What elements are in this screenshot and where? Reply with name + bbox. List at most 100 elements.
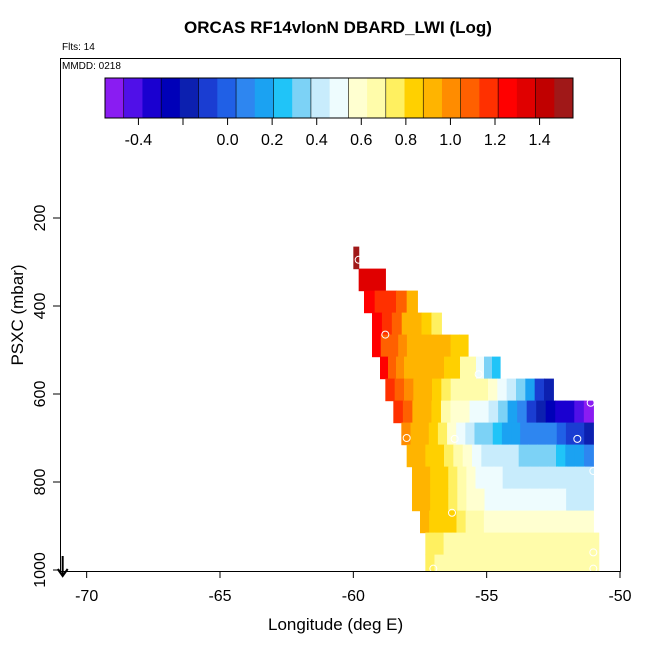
heatmap-cell [475, 466, 486, 490]
heatmap-cell [385, 378, 396, 402]
heatmap-cell [529, 488, 540, 512]
heatmap-cell [450, 378, 461, 402]
heatmap-cell [425, 444, 436, 468]
plot-frame [60, 58, 621, 572]
heatmap-cell [410, 422, 421, 446]
heatmap-cell [492, 422, 503, 446]
heatmap-cell [565, 510, 576, 534]
colorbar-swatch [516, 78, 536, 118]
y-axis-label: PSXC (mbar) [8, 264, 27, 366]
heatmap-cell [525, 378, 536, 402]
heatmap-cell [546, 444, 557, 468]
y-tick-label: 600 [32, 381, 49, 408]
heatmap-cell [450, 400, 461, 424]
heatmap-cell [396, 356, 405, 380]
heatmap-cell [498, 554, 509, 572]
heatmap-cell [465, 422, 476, 446]
heatmap-cell [547, 510, 558, 534]
colorbar-swatch [217, 78, 237, 118]
heatmap-cell [424, 334, 434, 358]
colorbar-swatch [273, 78, 293, 118]
colorbar-swatch [479, 78, 499, 118]
heatmap-cell [490, 444, 501, 468]
heatmap-cell [433, 334, 443, 358]
heatmap-cell [428, 422, 439, 446]
heatmap-cell [584, 510, 594, 534]
heatmap-cell [452, 356, 461, 380]
heatmap-cell [404, 378, 414, 402]
heatmap-cell [452, 554, 463, 572]
colorbar-swatch [142, 78, 162, 118]
heatmap-cell [506, 378, 517, 402]
heatmap-cell [441, 334, 452, 358]
heatmap-cell [543, 554, 554, 572]
heatmap-cell [474, 510, 485, 534]
heatmap-cell [548, 466, 558, 490]
heatmap-cell [460, 378, 470, 402]
heatmap-cell [498, 532, 509, 556]
heatmap-cell [538, 466, 549, 490]
heatmap-cell [447, 510, 458, 534]
colorbar-swatch [367, 78, 387, 118]
heatmap-cell [480, 532, 490, 556]
heatmap-cell [557, 466, 567, 490]
x-tick-label: -70 [75, 588, 98, 605]
heatmap-cell [534, 554, 545, 572]
heatmap-cell [416, 444, 426, 468]
heatmap-cell [589, 554, 600, 572]
x-tick-label: -65 [208, 588, 231, 605]
colorbar-swatch [404, 78, 424, 118]
heatmap-cell [580, 532, 591, 556]
heatmap-cell [457, 488, 467, 512]
y-tick-label: 400 [32, 293, 49, 320]
colorbar-swatch [198, 78, 218, 118]
heatmap-cell [555, 400, 566, 424]
heatmap-cell [557, 488, 567, 512]
heatmap-cell [396, 290, 408, 314]
heatmap-cell [543, 532, 554, 556]
colorbar-swatch [554, 78, 574, 118]
heatmap-cell [394, 378, 405, 402]
colorbar-swatch [161, 78, 181, 118]
heatmap-cell [425, 532, 436, 556]
heatmap-cell [401, 312, 413, 336]
heatmap-cell [412, 466, 422, 490]
heatmap-cell [489, 554, 499, 572]
heatmap-cell [406, 290, 418, 314]
heatmap-cell [391, 312, 403, 336]
heatmap-cell [484, 356, 493, 380]
heatmap-cell [537, 444, 548, 468]
heatmap-cell [456, 510, 467, 534]
chart-title: ORCAS RF14vlonN DBARD_LWI (Log) [184, 18, 492, 37]
heatmap-cell [429, 510, 439, 534]
heatmap-cell [472, 444, 482, 468]
heatmap-cell [444, 356, 453, 380]
heatmap-cell [372, 312, 383, 336]
heatmap-cell [436, 356, 445, 380]
heatmap-cell [461, 554, 472, 572]
y-tick-label: 200 [32, 205, 49, 232]
heatmap-cell [380, 334, 391, 358]
heatmap-cell [502, 488, 513, 512]
heatmap-cell [589, 532, 600, 556]
heatmap-cell [511, 422, 521, 446]
heatmap-cell [469, 400, 480, 424]
colorbar-swatch [329, 78, 349, 118]
heatmap-cell [434, 444, 445, 468]
heatmap-cell [584, 422, 594, 446]
heatmap-cell [480, 554, 490, 572]
heatmap-cell [575, 466, 585, 490]
heatmap-cell [566, 488, 576, 512]
data-marker [586, 398, 595, 407]
heatmap-cell [483, 422, 494, 446]
heatmap-cell [406, 444, 417, 468]
heatmap-cell [401, 422, 412, 446]
heatmap-cell [440, 400, 452, 424]
data-marker [381, 330, 390, 339]
heatmap-cell [434, 532, 445, 556]
colorbar-tick-label: 0.6 [350, 132, 372, 149]
flights-note: Flts: 14 [62, 42, 95, 53]
heatmap-cell [462, 444, 473, 468]
heatmap-cell [517, 400, 528, 424]
heatmap-cell [502, 466, 513, 490]
